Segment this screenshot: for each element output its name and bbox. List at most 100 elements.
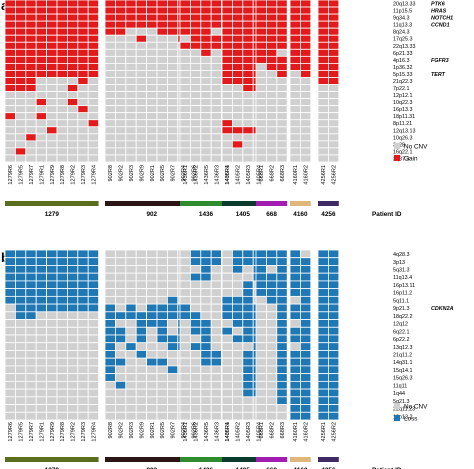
- heatmap-cell: [56, 350, 68, 359]
- heatmap-cell: [166, 62, 179, 71]
- heatmap-cell: [87, 91, 99, 100]
- heatmap-cell: [200, 326, 212, 336]
- heatmap-cell: [156, 357, 168, 367]
- heatmap-cell: [189, 326, 202, 336]
- heatmap-cell: [4, 326, 16, 336]
- heatmap-cell: [67, 303, 79, 313]
- heatmap-cell: [210, 365, 222, 375]
- heatmap-cell: [242, 13, 254, 22]
- heatmap-cell: [289, 342, 301, 351]
- heatmap-cell: [317, 105, 329, 114]
- heatmap-cell: [242, 280, 254, 290]
- heatmap-cell: [255, 62, 267, 71]
- heatmap-cell: [146, 98, 158, 107]
- heatmap-cell: [299, 373, 312, 382]
- patient-color-bar: [290, 201, 311, 206]
- sample-label: 4160R2: [304, 422, 310, 442]
- heatmap-cell: [231, 303, 244, 313]
- heatmap-cell: [189, 119, 202, 128]
- heatmap-cell: [189, 34, 202, 43]
- heatmap-cell: [35, 396, 48, 405]
- heatmap-cell: [146, 62, 158, 71]
- row-band-label: 11p15.5: [393, 9, 412, 15]
- heatmap-cell: [56, 91, 68, 100]
- heatmap-cell: [115, 295, 127, 305]
- sample-label: 902R2: [119, 165, 125, 181]
- heatmap-cell: [327, 34, 340, 43]
- heatmap-cell: [255, 27, 267, 36]
- heatmap-cell: [46, 27, 58, 36]
- heatmap-cell: [166, 404, 179, 413]
- heatmap-cell: [46, 249, 58, 259]
- heatmap-cell: [276, 126, 288, 135]
- heatmap-cell: [35, 133, 48, 142]
- heatmap-cell: [146, 84, 158, 92]
- heatmap-cell: [35, 334, 48, 344]
- row-band-label: 12p13.2: [393, 414, 413, 420]
- row-band-label: 11q13.4: [393, 275, 412, 281]
- heatmap-cell: [210, 140, 222, 149]
- heatmap-cell: [46, 257, 58, 266]
- heatmap-cell: [25, 105, 37, 114]
- heatmap-cell: [317, 34, 329, 43]
- heatmap-cell: [115, 70, 127, 78]
- heatmap-cell: [231, 257, 244, 266]
- sample-label: 4160R2: [304, 165, 310, 185]
- heatmap-cell: [327, 380, 340, 390]
- heatmap-cell: [56, 380, 68, 390]
- heatmap-cell: [87, 411, 99, 421]
- heatmap-cell: [4, 350, 16, 359]
- heatmap-cell: [35, 105, 48, 114]
- heatmap-cell: [221, 357, 233, 367]
- heatmap-cell: [125, 98, 137, 107]
- heatmap-cell: [166, 6, 179, 15]
- heatmap-cell: [14, 13, 27, 22]
- heatmap-cell: [77, 70, 89, 78]
- heatmap-cell: [77, 404, 89, 413]
- heatmap-cell: [189, 20, 202, 29]
- heatmap-cell: [104, 404, 116, 413]
- heatmap-cell: [35, 380, 48, 390]
- heatmap-cell: [146, 13, 158, 22]
- heatmap-cell: [166, 334, 179, 344]
- heatmap-cell: [289, 411, 301, 421]
- heatmap-cell: [146, 119, 158, 128]
- heatmap-cell: [56, 62, 68, 71]
- heatmap-cell: [265, 326, 278, 336]
- heatmap-cell: [189, 373, 202, 382]
- heatmap-cell: [276, 133, 288, 142]
- heatmap-cell: [200, 91, 212, 100]
- heatmap-cell: [125, 91, 137, 100]
- heatmap-cell: [156, 98, 168, 107]
- heatmap-cell: [265, 112, 278, 121]
- heatmap-cell: [156, 55, 168, 64]
- heatmap-cell: [179, 342, 191, 351]
- heatmap-cell: [242, 133, 254, 142]
- heatmap-cell: [56, 133, 68, 142]
- sample-label: 902R8: [108, 165, 114, 181]
- sample-label: 1405R1: [225, 165, 231, 185]
- row-band-label: 16p13.3: [393, 107, 413, 113]
- heatmap-cell: [104, 20, 116, 29]
- heatmap-cell: [221, 326, 233, 336]
- sample-label: 1405R3: [246, 165, 252, 185]
- heatmap-cell: [289, 105, 301, 114]
- heatmap-cell: [317, 133, 329, 142]
- heatmap-cell: [200, 404, 212, 413]
- heatmap-cell: [299, 257, 312, 266]
- heatmap-cell: [327, 342, 340, 351]
- heatmap-cell: [67, 20, 79, 29]
- heatmap-cell: [221, 133, 233, 142]
- row-band-label: 12q13.13: [393, 128, 415, 134]
- heatmap-cell: [104, 350, 116, 359]
- heatmap-cell: [327, 272, 340, 282]
- row-gene-label: NOTCH1: [431, 16, 453, 22]
- heatmap-cell: [242, 77, 254, 85]
- heatmap-cell: [146, 380, 158, 390]
- heatmap-cell: [317, 91, 329, 100]
- heatmap-cell: [166, 147, 179, 156]
- heatmap-cell: [77, 303, 89, 313]
- heatmap-cell: [115, 396, 127, 405]
- heatmap-cell: [255, 20, 267, 29]
